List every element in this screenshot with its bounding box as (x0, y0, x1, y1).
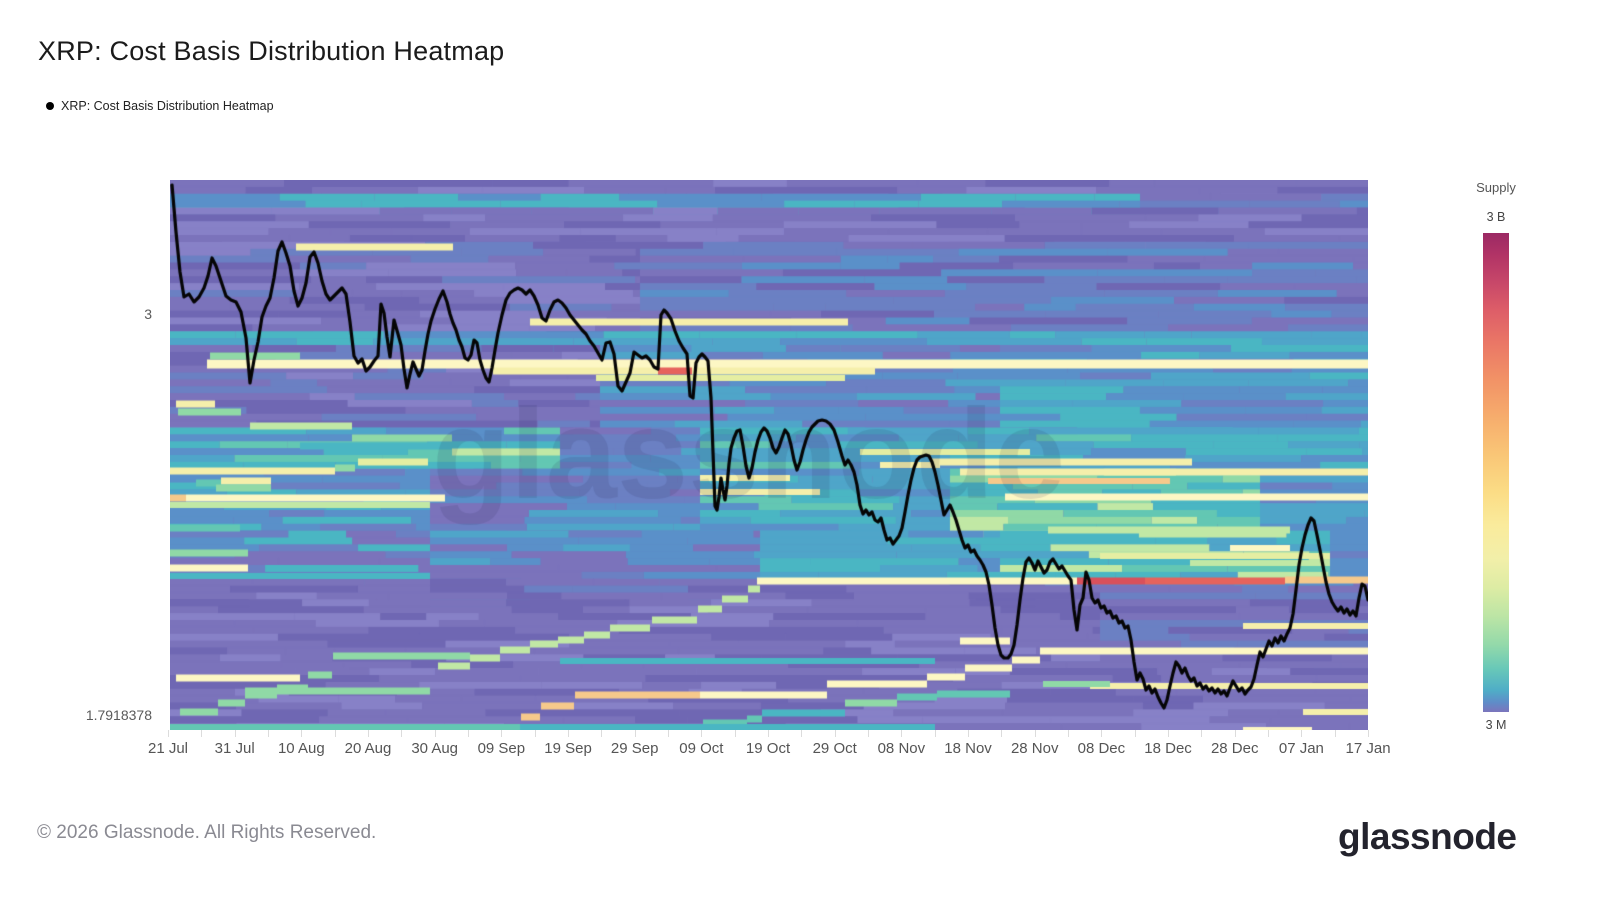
x-axis-tick (501, 730, 503, 737)
x-axis-tick (201, 730, 203, 737)
x-axis-tick (1268, 730, 1270, 737)
x-axis-label: 18 Dec (1144, 740, 1192, 757)
legend[interactable]: XRP: Cost Basis Distribution Heatmap (46, 99, 274, 113)
x-axis-tick (634, 730, 636, 737)
x-axis-tick (1034, 730, 1036, 737)
x-axis-tick (268, 730, 269, 737)
x-axis-label: 18 Nov (944, 740, 992, 757)
x-axis-label: 17 Jan (1345, 740, 1391, 757)
x-axis-label: 08 Nov (877, 740, 926, 757)
x-axis-label: 28 Dec (1210, 740, 1259, 757)
x-axis-label: 20 Aug (344, 740, 392, 757)
glassnode-logo: glassnode (1338, 816, 1517, 857)
x-axis-tick (334, 730, 336, 737)
x-axis-tick (1168, 730, 1170, 737)
x-axis-tick (934, 730, 936, 737)
heatmap-plot-area[interactable] (170, 180, 1368, 730)
footer-copyright: © 2026 Glassnode. All Rights Reserved. (37, 822, 377, 843)
x-axis-tick (1068, 730, 1070, 737)
x-axis-label: 19 Oct (745, 740, 791, 757)
legend-label: XRP: Cost Basis Distribution Heatmap (61, 99, 274, 113)
x-axis-tick (801, 730, 803, 737)
x-axis-tick (668, 730, 670, 737)
x-axis-tick (1368, 730, 1370, 737)
x-axis-label: 28 Nov (1010, 740, 1059, 757)
x-axis-label: 07 Jan (1278, 740, 1324, 757)
x-axis-tick (868, 730, 870, 737)
x-axis-tick (234, 730, 236, 737)
x-axis-tick (434, 730, 436, 737)
chart-title: XRP: Cost Basis Distribution Heatmap (38, 36, 505, 66)
x-axis-tick (301, 730, 303, 737)
x-axis-tick (768, 730, 770, 737)
colorbar-min-label: 3 M (1485, 718, 1507, 732)
y-axis-label-bottom: 1.7918378 (85, 707, 152, 723)
x-axis-label: 10 Aug (277, 740, 325, 757)
x-axis-tick (1101, 730, 1103, 737)
colorbar-gradient (1483, 233, 1509, 712)
x-axis-tick (834, 730, 836, 737)
heatmap-canvas[interactable] (170, 180, 1368, 730)
x-axis-tick (1334, 730, 1336, 737)
x-axis-tick (601, 730, 603, 737)
x-axis-tick (1201, 730, 1203, 737)
x-axis-label: 19 Sep (544, 740, 592, 757)
x-axis-tick (1234, 730, 1236, 737)
x-axis-label: 29 Oct (812, 740, 857, 757)
x-axis-tick (468, 730, 469, 737)
x-axis-label: 29 Sep (610, 740, 659, 757)
colorbar-title: Supply (1476, 180, 1516, 195)
x-axis-label: 30 Aug (411, 740, 459, 757)
x-axis-tick (534, 730, 536, 737)
x-axis-tick (701, 730, 703, 737)
x-axis-tick (1001, 730, 1003, 737)
x-axis-label: 21 Jul (147, 740, 189, 757)
x-axis-label: 09 Sep (477, 740, 526, 757)
x-axis-tick (1134, 730, 1136, 737)
x-axis: 21 Jul 31 Jul 10 Aug 20 Aug 30 Aug 09 Sep 19 S… (0, 730, 1600, 770)
x-axis-label: 08 Dec (1077, 740, 1126, 757)
colorbar-max-label: 3 B (1486, 210, 1506, 224)
x-axis-label: 09 Oct (679, 740, 724, 757)
colorbar: Supply 3 B 3 M (1434, 180, 1554, 732)
x-axis-tick (968, 730, 970, 737)
y-axis-label-top: 3 (144, 306, 152, 322)
x-axis-tick (734, 730, 736, 737)
legend-dot-icon (46, 102, 54, 110)
x-axis-tick (401, 730, 403, 737)
x-axis-label: 31 Jul (214, 740, 255, 757)
x-axis-tick (901, 730, 903, 737)
x-axis-tick (1301, 730, 1303, 737)
x-axis-tick (168, 730, 169, 737)
x-axis-tick (368, 730, 369, 737)
x-axis-tick (568, 730, 570, 737)
